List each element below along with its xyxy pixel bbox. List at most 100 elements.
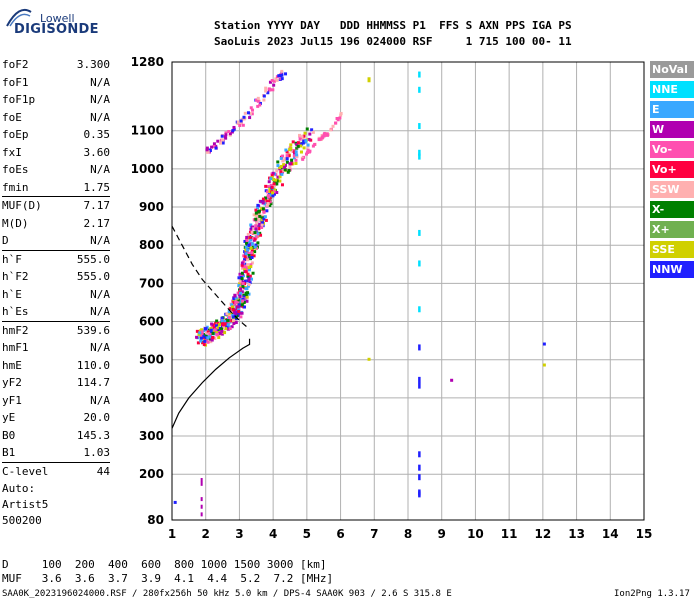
echo-point xyxy=(313,142,317,146)
echo-point xyxy=(240,303,244,307)
echo-point xyxy=(264,89,268,93)
echo-point xyxy=(246,111,250,115)
echo-point xyxy=(236,314,240,318)
echo-point xyxy=(305,152,309,156)
echo-point xyxy=(300,142,304,146)
echo-point xyxy=(255,221,259,225)
echo-point xyxy=(335,116,339,120)
param-value: N/A xyxy=(90,163,110,176)
param-value: 2.17 xyxy=(83,216,111,230)
echo-point xyxy=(281,169,285,173)
echo-point xyxy=(280,164,284,168)
echo-point xyxy=(298,133,302,137)
echo-point xyxy=(288,162,292,166)
echo-point xyxy=(274,77,278,81)
echo-point xyxy=(418,344,421,351)
x-tick-label: 6 xyxy=(336,527,344,541)
echo-point xyxy=(233,303,237,307)
echo-point xyxy=(296,144,300,148)
echo-point xyxy=(418,153,421,160)
echo-point xyxy=(250,261,254,265)
logo-lowell: Lowell xyxy=(40,12,75,25)
param-name: hmF1 xyxy=(2,341,29,354)
y-tick-label: 80 xyxy=(147,513,164,527)
echo-point xyxy=(220,329,224,333)
param-value: 110.0 xyxy=(76,358,110,372)
echo-point xyxy=(249,223,253,227)
x-tick-label: 1 xyxy=(168,527,176,541)
echo-point xyxy=(243,305,247,309)
echo-point xyxy=(301,141,305,145)
echo-point xyxy=(272,177,276,181)
echo-point xyxy=(240,271,244,275)
echo-point xyxy=(240,294,244,298)
echo-point xyxy=(266,202,270,206)
echo-point xyxy=(271,194,275,198)
echo-point xyxy=(221,321,225,325)
echo-point xyxy=(269,183,273,187)
echo-point xyxy=(206,340,210,344)
echo-point xyxy=(331,124,335,128)
param-name: yE xyxy=(2,411,16,424)
echo-point xyxy=(221,326,225,330)
y-tick-label: 700 xyxy=(139,276,164,290)
param-value: 20.0 xyxy=(83,411,111,424)
echo-point xyxy=(251,245,255,249)
echo-point xyxy=(204,329,208,333)
x-tick-label: 15 xyxy=(636,527,653,541)
echo-point xyxy=(243,239,247,243)
echo-point xyxy=(266,190,270,194)
echo-point xyxy=(245,241,249,245)
echo-point xyxy=(200,504,203,509)
echo-point xyxy=(217,323,221,327)
echo-point xyxy=(205,150,209,154)
echo-point xyxy=(209,327,213,331)
plot-frame xyxy=(171,61,645,521)
y-tick-label: 1100 xyxy=(131,124,164,138)
echo-point xyxy=(238,272,242,276)
echo-point xyxy=(234,321,238,325)
echo-point xyxy=(300,135,304,139)
echo-point xyxy=(542,342,546,346)
echo-point xyxy=(249,227,253,231)
echo-point xyxy=(211,323,215,327)
echo-point xyxy=(285,150,289,154)
echo-point xyxy=(233,293,237,297)
legend-item: NoVal xyxy=(650,61,694,78)
echo-point xyxy=(265,199,269,203)
echo-point xyxy=(255,235,259,239)
param-value: N/A xyxy=(90,305,110,318)
echo-point xyxy=(261,207,265,211)
echo-point xyxy=(280,73,284,77)
echo-point xyxy=(418,86,421,93)
echo-point xyxy=(245,295,249,299)
echo-point xyxy=(244,270,248,274)
echo-point xyxy=(249,238,253,242)
param-row: D N/A xyxy=(2,232,110,250)
echo-point xyxy=(240,261,244,265)
echo-point xyxy=(213,328,217,332)
legend-item: SSW xyxy=(650,181,694,198)
param-name: C-level xyxy=(2,464,49,478)
echo-point xyxy=(212,142,216,146)
echo-point xyxy=(205,146,209,150)
echo-point xyxy=(272,182,276,186)
echo-point xyxy=(285,157,289,161)
echo-point xyxy=(271,171,275,175)
echo-point xyxy=(239,119,243,123)
echo-point xyxy=(220,316,224,320)
echo-point xyxy=(214,146,218,150)
digisonde-logo-mark xyxy=(4,4,34,30)
param-row: B1 1.03 xyxy=(2,444,110,462)
echo-point xyxy=(253,245,257,249)
echo-point xyxy=(334,121,338,125)
param-row: h`F2 555.0 xyxy=(2,268,110,286)
y-tick-label: 800 xyxy=(139,238,164,252)
param-value: 3.300 xyxy=(76,58,110,71)
echo-point xyxy=(256,241,260,245)
echo-point xyxy=(200,512,203,517)
echo-point xyxy=(249,265,253,269)
echo-point xyxy=(296,141,300,145)
echo-point xyxy=(206,330,210,334)
echo-point xyxy=(200,497,203,502)
